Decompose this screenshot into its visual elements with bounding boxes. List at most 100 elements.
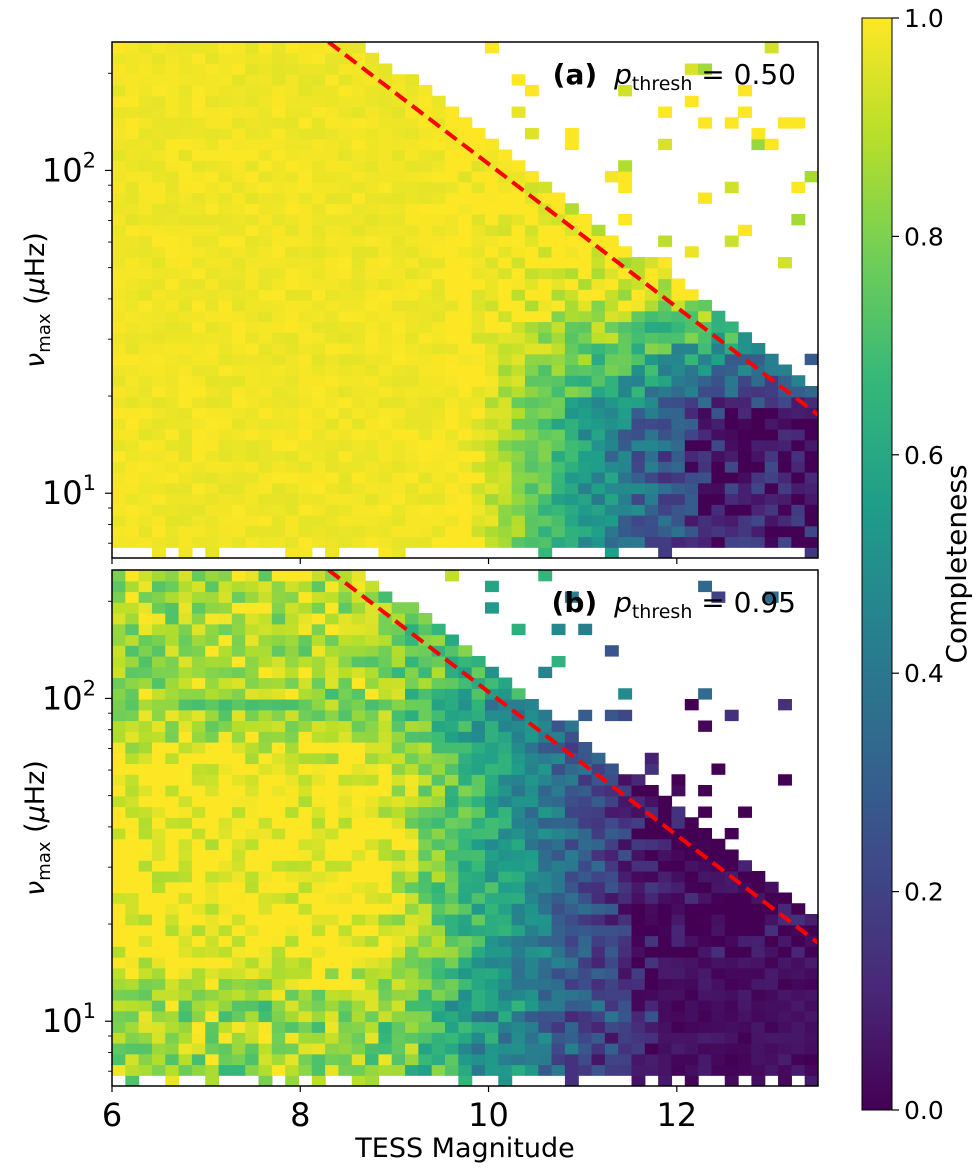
heatmap-cell xyxy=(724,504,739,516)
heatmap-cell xyxy=(165,1021,180,1033)
heatmap-cell xyxy=(698,1010,713,1023)
heatmap-cell xyxy=(165,720,180,732)
heatmap-cell xyxy=(551,289,566,301)
heatmap-cell xyxy=(551,310,566,323)
heatmap-cell xyxy=(285,332,300,344)
heatmap-cell xyxy=(138,613,153,625)
heatmap-cell xyxy=(112,892,126,904)
heatmap-cell xyxy=(471,257,486,269)
heatmap-cell xyxy=(551,429,566,441)
heatmap-cell xyxy=(698,472,713,484)
heatmap-cell xyxy=(245,774,260,786)
heatmap-cell xyxy=(351,214,366,226)
heatmap-cell xyxy=(578,828,593,840)
heatmap-cell xyxy=(498,1075,513,1086)
heatmap-cell xyxy=(471,300,486,312)
heatmap-cell xyxy=(484,138,499,151)
heatmap-cell xyxy=(391,181,406,194)
heatmap-cell xyxy=(751,364,766,376)
heatmap-cell xyxy=(431,246,446,258)
heatmap-cell xyxy=(365,149,380,161)
heatmap-cell xyxy=(338,828,353,840)
heatmap-cell xyxy=(151,439,166,452)
heatmap-cell xyxy=(231,246,246,258)
heatmap-cell xyxy=(684,343,699,355)
heatmap-cell xyxy=(804,450,818,462)
heatmap-cell xyxy=(484,731,499,743)
heatmap-cell xyxy=(258,763,273,775)
heatmap-cell xyxy=(311,989,326,1001)
heatmap-cell xyxy=(218,332,233,344)
heatmap-cell xyxy=(338,731,353,743)
heatmap-cell xyxy=(471,1021,486,1033)
heatmap-cell xyxy=(644,838,659,851)
heatmap-cell xyxy=(804,989,818,1001)
heatmap-cell xyxy=(258,935,273,947)
heatmap-cell xyxy=(338,892,353,904)
heatmap-cell xyxy=(351,321,366,333)
heatmap-cell xyxy=(644,450,659,462)
heatmap-cell xyxy=(538,871,553,883)
heatmap-cell xyxy=(338,1053,353,1066)
heatmap-cell xyxy=(178,472,193,484)
heatmap-cell xyxy=(138,52,153,65)
heatmap-cell xyxy=(205,439,220,452)
heatmap-cell xyxy=(538,774,553,786)
heatmap-cell xyxy=(338,203,353,215)
heatmap-cell xyxy=(604,278,619,290)
heatmap-cell xyxy=(724,881,739,894)
heatmap-cell xyxy=(484,580,499,593)
heatmap-cell xyxy=(604,246,619,258)
heatmap-cell xyxy=(405,892,419,904)
heatmap-cell xyxy=(804,924,818,937)
heatmap-cell xyxy=(365,989,380,1001)
heatmap-cell xyxy=(458,924,473,937)
heatmap-cell xyxy=(431,688,446,700)
heatmap-cell xyxy=(564,343,579,355)
heatmap-cell xyxy=(151,892,166,904)
heatmap-cell xyxy=(138,570,153,582)
heatmap-cell xyxy=(711,450,726,462)
heatmap-cell xyxy=(431,138,446,151)
heatmap-cell xyxy=(418,525,433,538)
heatmap-cell xyxy=(338,1032,353,1044)
heatmap-cell xyxy=(325,656,340,668)
heatmap-cell xyxy=(165,731,180,743)
heatmap-cell xyxy=(471,138,486,151)
heatmap-cell xyxy=(631,1021,646,1033)
heatmap-cell xyxy=(724,235,739,247)
heatmap-cell xyxy=(498,677,513,689)
heatmap-cell xyxy=(351,160,366,172)
heatmap-cell xyxy=(112,570,126,582)
heatmap-cell xyxy=(325,570,340,582)
heatmap-cell xyxy=(112,806,126,818)
heatmap-cell xyxy=(325,246,340,258)
heatmap-cell xyxy=(618,806,633,818)
heatmap-cell xyxy=(498,493,513,505)
heatmap-cell xyxy=(564,235,579,247)
heatmap-cell xyxy=(378,289,393,301)
heatmap-cell xyxy=(138,871,153,883)
heatmap-cell xyxy=(391,364,406,376)
heatmap-cell xyxy=(751,1032,766,1044)
heatmap-cell xyxy=(338,634,353,646)
heatmap-cell xyxy=(325,278,340,290)
heatmap-cell xyxy=(391,482,406,495)
heatmap-cell xyxy=(724,321,739,333)
heatmap-cell xyxy=(578,257,593,269)
heatmap-cell xyxy=(698,580,713,593)
heatmap-cell xyxy=(778,1053,792,1066)
heatmap-cell xyxy=(671,785,686,797)
heatmap-cell xyxy=(564,957,579,969)
heatmap-cell xyxy=(764,978,779,990)
heatmap-cell xyxy=(165,310,180,323)
heatmap-cell xyxy=(405,482,419,495)
heatmap-cell xyxy=(445,1032,459,1044)
heatmap-cell xyxy=(178,547,193,558)
heatmap-cell xyxy=(551,1043,566,1055)
heatmap-cell xyxy=(365,849,380,861)
heatmap-cell xyxy=(431,267,446,280)
heatmap-cell xyxy=(178,623,193,636)
heatmap-cell xyxy=(325,849,340,861)
heatmap-cell xyxy=(178,160,193,172)
